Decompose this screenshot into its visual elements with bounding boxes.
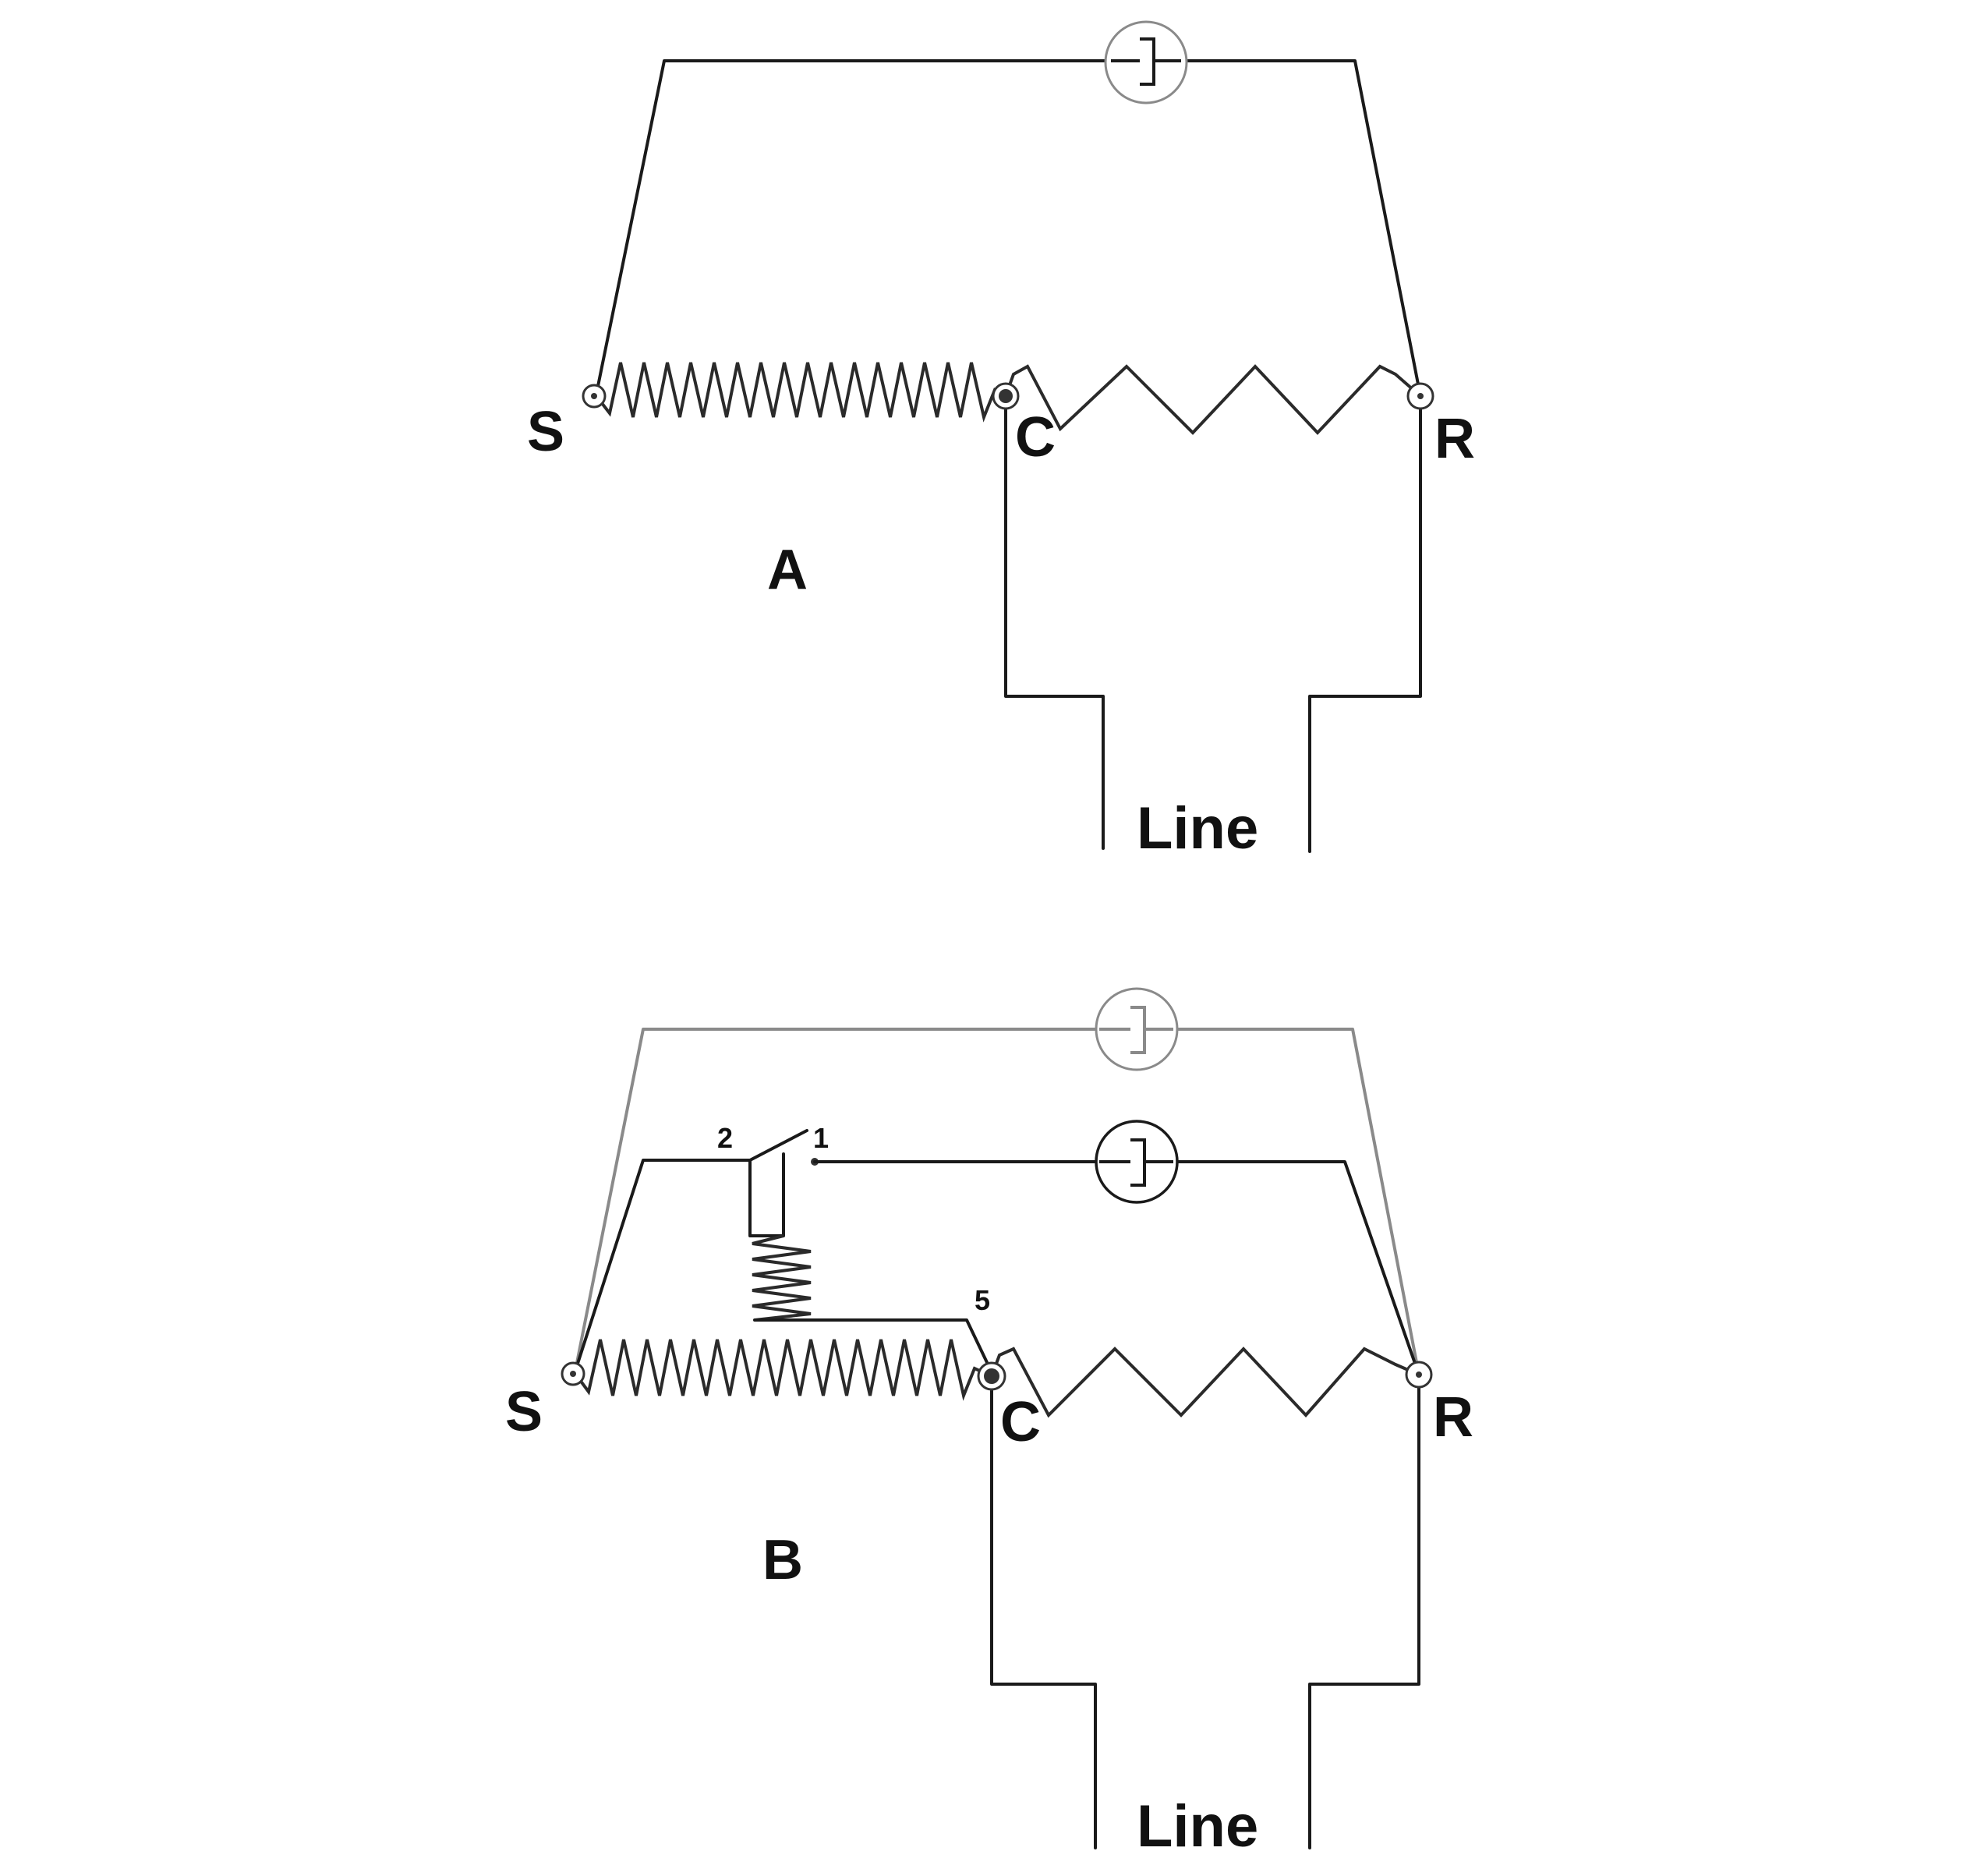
b-secondary-capacitor	[1095, 987, 1179, 1071]
b-secondary-capacitor-wire	[574, 1028, 1420, 1376]
a-run-capacitor	[1104, 20, 1188, 104]
b-relay-coil-5-label: 5	[975, 1284, 990, 1316]
b-relay-contact-1-label: 1	[813, 1122, 829, 1154]
a-capacitor-wire	[595, 59, 1422, 398]
b-start-winding	[574, 1339, 992, 1401]
a-diagram-label: A	[767, 539, 808, 601]
b-label-r: R	[1433, 1386, 1473, 1449]
b-run-winding	[990, 1347, 1420, 1418]
b-line-wire-c	[990, 1377, 1097, 1849]
a-terminal-r	[1406, 382, 1434, 410]
a-label-c: C	[1015, 406, 1056, 469]
a-start-winding	[595, 362, 1006, 423]
b-relay-coil	[748, 1152, 993, 1374]
b-terminal-c	[977, 1361, 1006, 1391]
b-start-circuit-wire	[574, 1159, 752, 1372]
b-terminal-r	[1405, 1361, 1433, 1389]
a-terminal-c	[992, 382, 1020, 410]
b-run-capacitor-wire	[813, 1160, 1420, 1376]
b-line-wire-r	[1308, 1377, 1420, 1849]
b-diagram-label: B	[762, 1529, 803, 1591]
a-line-wire-r	[1308, 398, 1422, 853]
a-run-winding	[1004, 364, 1422, 435]
diagram-a: S C R A Line	[527, 20, 1475, 862]
b-line-label: Line	[1137, 1793, 1258, 1851]
b-label-c: C	[1000, 1391, 1041, 1453]
a-line-label: Line	[1137, 795, 1258, 862]
a-label-r: R	[1434, 408, 1475, 470]
a-label-s: S	[527, 401, 564, 463]
b-relay-contact-2-label: 2	[717, 1122, 733, 1154]
a-line-wire-c	[1004, 398, 1105, 850]
a-terminal-s	[582, 384, 607, 409]
b-run-capacitor	[1095, 1120, 1179, 1204]
b-label-s: S	[505, 1381, 543, 1443]
diagram-b: S C R 2 1 5 B Line	[505, 987, 1473, 1851]
b-terminal-s	[561, 1361, 585, 1386]
